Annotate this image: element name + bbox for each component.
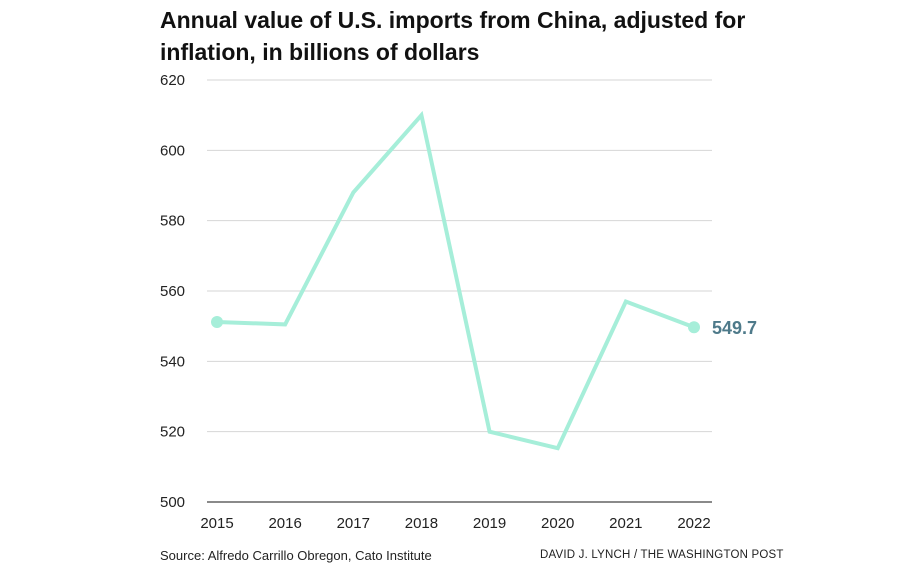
x-tick-label: 2017 [337,515,370,532]
x-tick-label: 2018 [405,515,438,532]
source-note: Source: Alfredo Carrillo Obregon, Cato I… [160,548,432,563]
x-tick-label: 2015 [200,515,233,532]
y-tick-label: 520 [160,424,185,441]
start-point [211,315,223,328]
y-axis-ticks: 620 600 580 560 540 520 500 [160,72,185,511]
y-tick-label: 560 [160,283,185,300]
x-tick-label: 2020 [541,515,574,532]
y-tick-label: 620 [160,72,185,89]
x-tick-label: 2022 [677,515,710,532]
x-tick-label: 2016 [268,515,301,532]
y-tick-label: 580 [160,213,185,230]
x-tick-label: 2019 [473,515,506,532]
end-value-label: 549.7 [712,318,757,338]
series: 549.7 [211,110,757,451]
end-point [688,321,700,334]
y-tick-label: 500 [160,494,185,511]
y-tick-label: 600 [160,142,185,159]
credit-note: DAVID J. LYNCH / THE WASHINGTON POST [540,549,784,561]
x-axis-ticks: 2015 2016 2017 2018 2019 2020 2021 2022 [200,515,710,532]
series-line [215,110,696,451]
x-tick-label: 2021 [609,515,642,532]
chart-title: Annual value of U.S. imports from China,… [160,7,746,65]
y-tick-label: 540 [160,353,185,370]
gridlines [207,79,712,503]
